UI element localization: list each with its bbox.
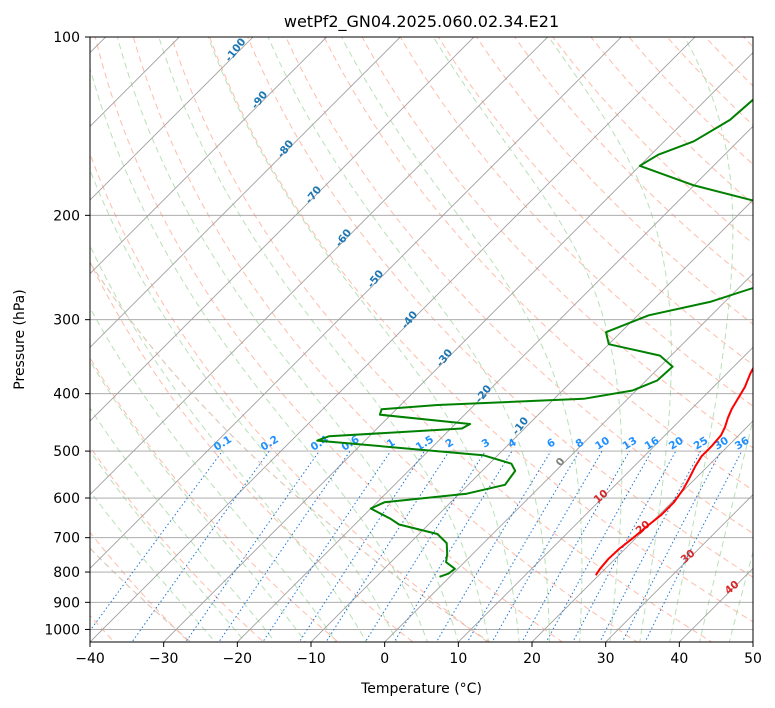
y-tick-label: 600: [53, 491, 80, 507]
mixing-ratio-line: [435, 450, 552, 642]
mixing-ratio-line: [218, 450, 351, 642]
isotherm-line: [384, 273, 753, 642]
isotherm-line: [236, 125, 753, 642]
y-tick-label: 800: [53, 565, 80, 581]
isotherm-line: [90, 37, 180, 127]
dry-adiabat-line: [361, 37, 753, 449]
dry-adiabat-line: [90, 446, 265, 642]
y-tick-label: 1000: [44, 622, 80, 638]
mixing-ratio-line: [491, 450, 603, 642]
x-tick-label: −40: [75, 651, 105, 667]
moist-adiabat-line: [207, 37, 520, 642]
x-tick-label: 50: [744, 651, 762, 667]
moist-adiabat-line: [699, 417, 753, 642]
isotherm-line: [90, 37, 622, 569]
y-tick-label: 500: [53, 444, 80, 460]
x-tick-label: 40: [670, 651, 688, 667]
isotherm-line: [90, 37, 254, 201]
x-tick-label: 0: [380, 651, 389, 667]
y-axis: 100 200 300 400 500 600 700 800 900 1000: [44, 30, 90, 638]
temperature-profile: [594, 366, 753, 576]
frame-curves: [90, 261, 491, 642]
dry-adiabat-line: [475, 37, 753, 325]
mixing-ratio-line: [298, 450, 425, 642]
isotherm-line: [90, 37, 475, 422]
isotherm-line: [310, 199, 753, 642]
dry-adiabat-line: [285, 37, 753, 535]
dry-adiabats: [90, 37, 753, 642]
moist-adiabat-line: [90, 66, 428, 642]
mixing-ratio-line: [572, 450, 677, 642]
isotherm-line: [163, 52, 753, 642]
x-tick-label: 20: [523, 651, 541, 667]
y-tick-label: 300: [53, 313, 80, 329]
plot-area: 0.1 0.2 0.4 0.6 1 1.5 2 3 4 6 8 10 13 16 20 25 30 36-100-…: [90, 37, 753, 642]
mixing-ratio-line: [466, 450, 580, 642]
y-tick-label: 900: [53, 595, 80, 611]
x-tick-label: −10: [296, 651, 326, 667]
isotherm-line: [531, 420, 753, 642]
dry-adiabat-line: [132, 37, 638, 642]
isotherm-line: [90, 37, 401, 348]
moist-adiabat-line: [158, 37, 490, 642]
profiles: [316, 98, 753, 578]
y-tick-label: 700: [53, 531, 80, 547]
chart-title: wetPf2_GN04.2025.060.02.34.E21: [284, 12, 559, 32]
x-tick-label: −20: [223, 651, 253, 667]
dry-adiabat-line: [90, 260, 414, 642]
dry-adiabat-line: [247, 37, 753, 578]
isotherm-line: [605, 494, 753, 642]
dry-adiabat-line: [171, 37, 713, 642]
x-tick-label: 10: [449, 651, 467, 667]
moist-adiabat-line: [90, 168, 398, 642]
isotherm-line: [90, 37, 696, 642]
dry-adiabat-line: [399, 37, 753, 407]
moist-adiabat-line: [267, 37, 550, 642]
moist-adiabat-line: [90, 359, 306, 642]
isotherm-line: [90, 37, 328, 275]
dry-adiabat-line: [437, 37, 753, 366]
isotherms: [90, 37, 753, 642]
x-axis-label: Temperature (°C): [360, 681, 482, 697]
x-axis: −40 −30 −20 −10 0 10 20 30 40 50: [75, 642, 762, 667]
plot-frame: [89, 36, 754, 643]
mixing-ratio-line: [545, 450, 653, 642]
moist-adiabat-line: [90, 306, 337, 642]
dry-adiabat-line: [323, 37, 753, 491]
mixing-ratio-line: [599, 450, 701, 642]
mixing-ratio-line: [90, 450, 223, 632]
y-tick-label: 200: [53, 208, 80, 224]
mixing-ratio-line: [131, 450, 270, 642]
dry-adiabat-line: [90, 152, 489, 642]
moist-adiabat-line: [548, 37, 672, 642]
moist-adiabats: [90, 37, 753, 642]
x-tick-label: −30: [149, 651, 179, 667]
moist-adiabat-line: [116, 37, 459, 642]
mixing-ratio-line: [364, 450, 486, 642]
mixing-ratio-line: [393, 450, 513, 642]
y-tick-label: 400: [53, 387, 80, 403]
frame-curve: [90, 261, 491, 642]
mixing-ratio-line: [262, 450, 392, 642]
dry-adiabat-line: [94, 37, 564, 642]
moist-adiabat-line: [90, 244, 367, 642]
y-tick-label: 100: [53, 30, 80, 46]
y-axis-label: Pressure (hPa): [12, 289, 28, 389]
moist-adiabat-line: [669, 37, 734, 642]
dewpoint-profile: [316, 98, 753, 578]
isotherm-line: [90, 37, 549, 496]
isotherm-line: [457, 346, 753, 642]
x-tick-label: 30: [597, 651, 615, 667]
dry-adiabat-line: [514, 37, 753, 285]
